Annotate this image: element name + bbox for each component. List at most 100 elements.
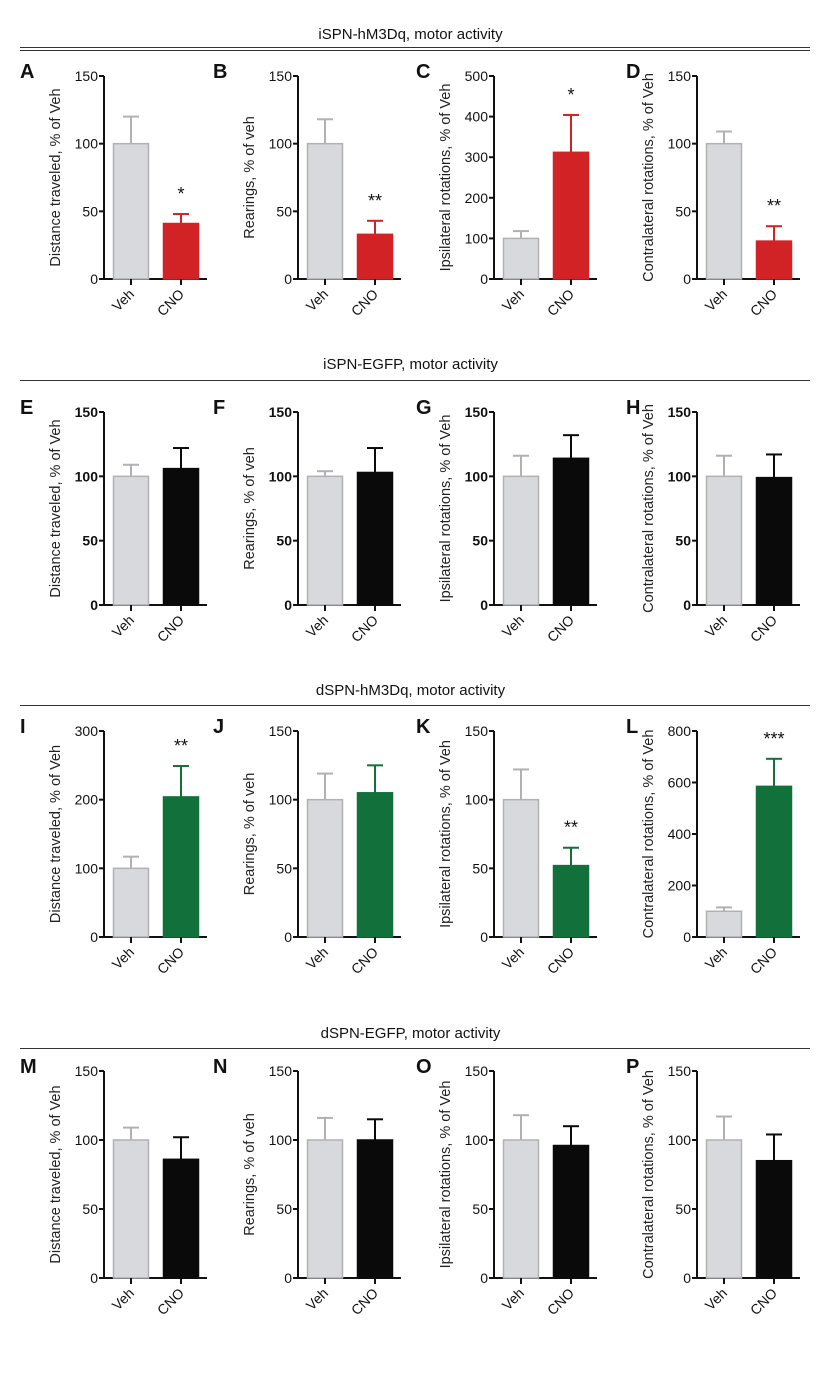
y-axis-title: Distance traveled, % of Veh: [48, 419, 64, 597]
y-tick-label: 0: [683, 929, 691, 945]
y-tick-label: 150: [668, 1063, 692, 1079]
x-category-label: CNO: [544, 944, 577, 977]
panel-letter: D: [626, 61, 640, 83]
panel-letter: F: [213, 397, 225, 419]
bar-cno: [356, 1139, 394, 1279]
x-category-label: CNO: [154, 944, 187, 977]
section-title-ispn-hm3dq: iSPN-hM3Dq, motor activity: [318, 26, 503, 43]
bar-cno: [755, 1159, 793, 1279]
bar-cno: [356, 792, 394, 938]
bar-chart-panel-k: K Ipsilateral rotations, % of Veh 0 50 100 15…: [416, 716, 597, 977]
y-axis-title: Contralateral rotations, % of Veh: [641, 1070, 657, 1279]
significance-marker: *: [567, 85, 574, 105]
x-category-label: Veh: [499, 286, 527, 314]
x-category-label: Veh: [303, 612, 331, 640]
bar-veh: [112, 1139, 150, 1279]
bar-veh: [306, 142, 344, 280]
y-tick-label: 400: [668, 826, 692, 842]
bar-cno: [552, 1144, 590, 1279]
bar-veh: [502, 1139, 540, 1279]
x-category-label: CNO: [544, 612, 577, 645]
bar-veh: [112, 475, 150, 606]
bar-chart-panel-m: M Distance traveled, % of Veh 0 50 100 150 Veh…: [20, 1056, 207, 1318]
y-tick-label: 200: [668, 878, 692, 894]
panel-letter: O: [416, 1056, 432, 1078]
y-axis-title: Ipsilateral rotations, % of Veh: [438, 84, 454, 272]
bar-cno: [755, 240, 793, 280]
y-tick-label: 150: [75, 404, 99, 420]
panel-letter: E: [20, 397, 33, 419]
x-category-label: CNO: [348, 1285, 381, 1318]
section-rule: [20, 1048, 810, 1049]
bar-cno: [162, 1158, 200, 1279]
y-tick-label: 100: [75, 1132, 99, 1148]
section-title-dspn-hm3dq: dSPN-hM3Dq, motor activity: [315, 682, 506, 699]
bar-veh: [112, 142, 150, 280]
y-tick-label: 100: [465, 468, 489, 484]
panel-letter: I: [20, 716, 26, 738]
x-category-label: CNO: [747, 612, 780, 645]
bar-cno: [162, 467, 200, 606]
y-tick-label: 50: [276, 203, 292, 219]
y-tick-label: 100: [269, 1132, 293, 1148]
significance-marker: **: [174, 736, 188, 756]
y-tick-label: 100: [75, 468, 99, 484]
y-tick-label: 0: [284, 271, 292, 287]
x-category-label: CNO: [154, 612, 187, 645]
y-tick-label: 150: [668, 404, 692, 420]
y-tick-label: 0: [90, 271, 98, 287]
y-tick-label: 150: [269, 404, 293, 420]
y-tick-label: 150: [75, 68, 99, 84]
significance-marker: **: [767, 196, 781, 216]
bar-veh: [306, 798, 344, 938]
y-tick-label: 100: [668, 1132, 692, 1148]
y-tick-label: 100: [75, 860, 99, 876]
y-tick-label: 300: [75, 723, 99, 739]
bar-veh: [112, 867, 150, 938]
y-tick-label: 50: [276, 860, 292, 876]
bar-chart-panel-h: H Contralateral rotations, % of Veh 0 50 100…: [626, 397, 800, 645]
bar-cno: [755, 785, 793, 938]
bar-chart-panel-f: F Rearings, % of veh 0 50 100 150 Veh CNO: [213, 397, 401, 645]
significance-marker: **: [368, 191, 382, 211]
y-tick-label: 0: [480, 597, 488, 613]
bar-cno: [755, 476, 793, 606]
panel-letter: M: [20, 1056, 37, 1078]
bar-chart-panel-b: B Rearings, % of veh 0 50 100 150 Veh CNO **: [213, 61, 401, 319]
y-tick-label: 0: [90, 1270, 98, 1286]
y-tick-label: 0: [480, 1270, 488, 1286]
y-tick-label: 50: [276, 533, 292, 549]
y-axis-title: Contralateral rotations, % of Veh: [641, 73, 657, 282]
panel-letter: N: [213, 1056, 227, 1078]
x-category-label: CNO: [348, 944, 381, 977]
y-tick-label: 600: [668, 775, 692, 791]
y-axis-title: Ipsilateral rotations, % of Veh: [438, 740, 454, 928]
x-category-label: CNO: [154, 1285, 187, 1318]
x-category-label: Veh: [303, 944, 331, 972]
y-axis-title: Distance traveled, % of Veh: [48, 1085, 64, 1263]
section-title-ispn-egfp: iSPN-EGFP, motor activity: [323, 356, 498, 373]
y-tick-label: 150: [465, 1063, 489, 1079]
bar-cno: [356, 233, 394, 280]
y-tick-label: 150: [465, 723, 489, 739]
panel-letter: B: [213, 61, 227, 83]
panel-letter: L: [626, 716, 638, 738]
bar-veh: [306, 475, 344, 606]
x-category-label: Veh: [702, 944, 730, 972]
y-tick-label: 500: [465, 68, 489, 84]
x-category-label: Veh: [499, 1285, 527, 1313]
bar-veh: [502, 798, 540, 938]
y-tick-label: 0: [683, 1270, 691, 1286]
y-tick-label: 150: [75, 1063, 99, 1079]
panel-letter: C: [416, 61, 430, 83]
y-tick-label: 50: [675, 203, 691, 219]
bar-cno: [552, 864, 590, 938]
section-title-dspn-egfp: dSPN-EGFP, motor activity: [320, 1025, 501, 1042]
y-tick-label: 200: [465, 190, 489, 206]
bar-chart-panel-a: A Distance traveled, % of Veh 0 50 100 150 Veh…: [20, 61, 207, 319]
y-axis-title: Contralateral rotations, % of Veh: [641, 730, 657, 939]
x-category-label: CNO: [747, 1285, 780, 1318]
x-category-label: CNO: [747, 286, 780, 319]
